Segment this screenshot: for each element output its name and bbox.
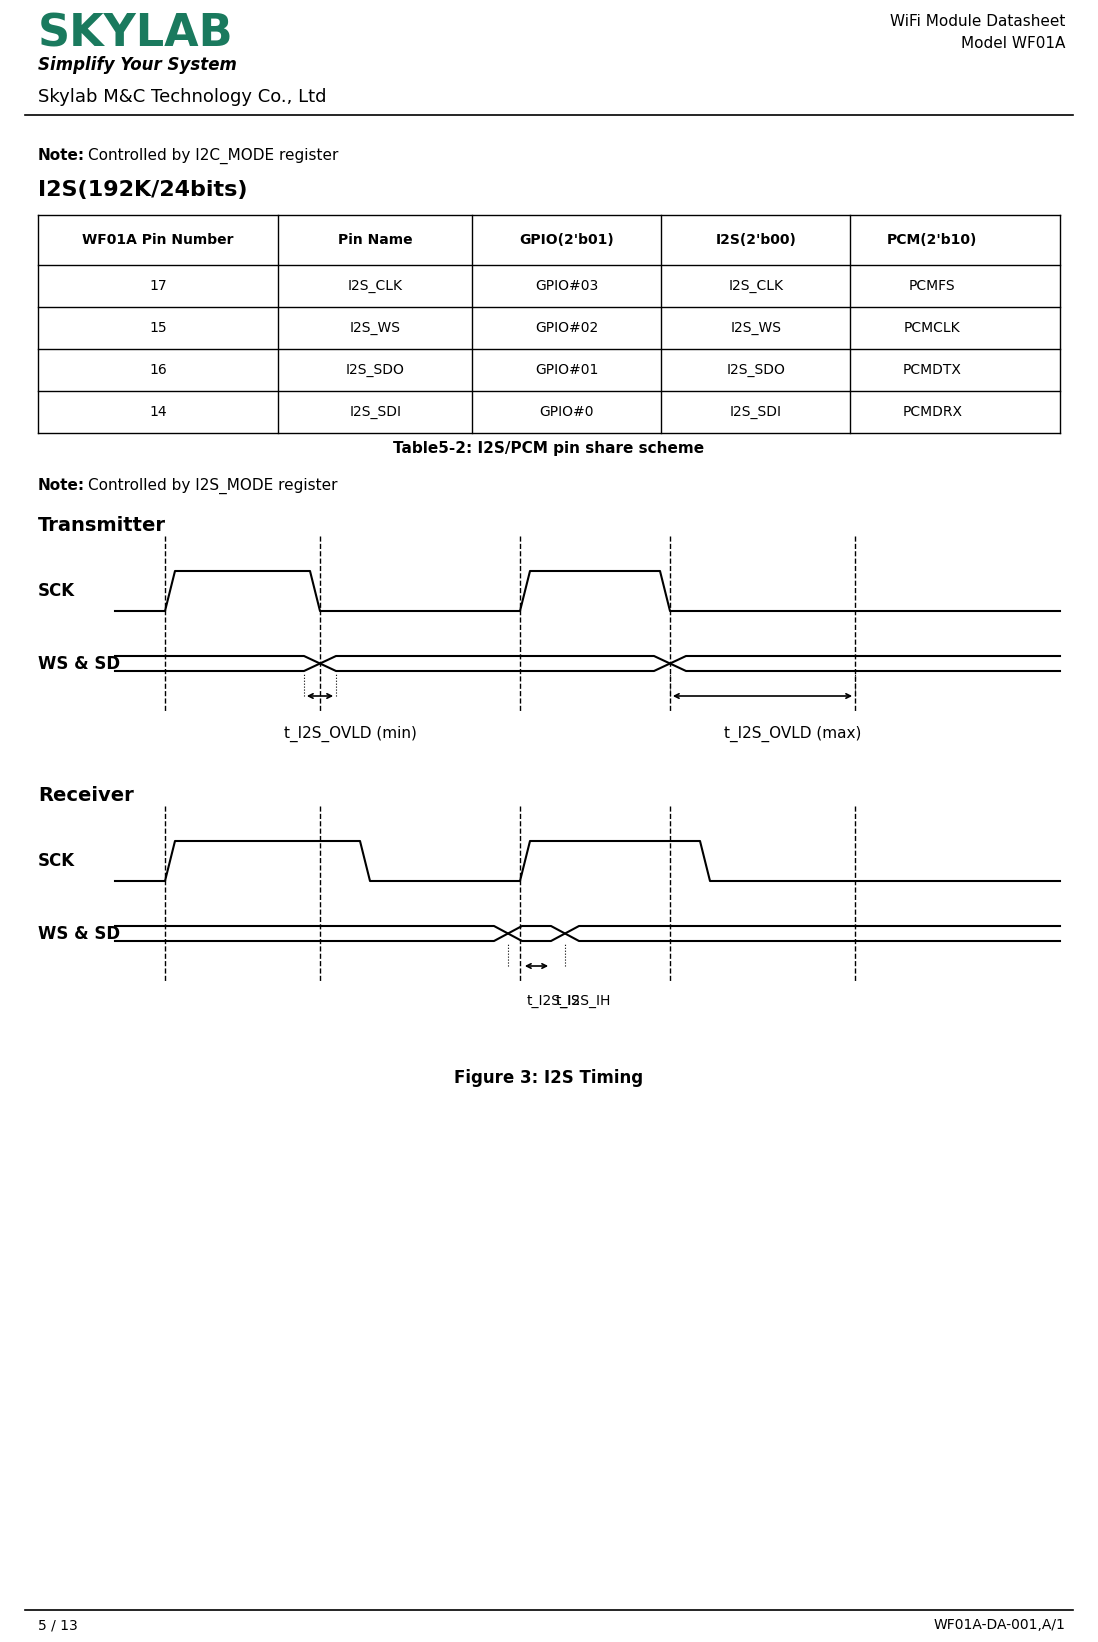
Text: 17: 17 — [149, 279, 167, 292]
Text: Pin Name: Pin Name — [338, 233, 413, 246]
Text: GPIO#03: GPIO#03 — [535, 279, 598, 292]
Text: WF01A-DA-001,A/1: WF01A-DA-001,A/1 — [933, 1617, 1065, 1632]
Text: WF01A Pin Number: WF01A Pin Number — [82, 233, 234, 246]
Text: WS & SD: WS & SD — [38, 924, 120, 943]
Text: t_I2S_IH: t_I2S_IH — [556, 993, 612, 1008]
Text: PCMFS: PCMFS — [909, 279, 955, 292]
Text: Figure 3: I2S Timing: Figure 3: I2S Timing — [455, 1069, 643, 1087]
Text: I2S(2'b00): I2S(2'b00) — [716, 233, 796, 246]
Text: Model WF01A: Model WF01A — [961, 36, 1065, 51]
Text: PCMCLK: PCMCLK — [904, 320, 961, 335]
Text: Controlled by I2C_MODE register: Controlled by I2C_MODE register — [88, 148, 338, 164]
Text: SKYLAB: SKYLAB — [38, 11, 234, 54]
Text: I2S_SDO: I2S_SDO — [346, 363, 405, 378]
Text: Transmitter: Transmitter — [38, 516, 166, 535]
Text: Controlled by I2S_MODE register: Controlled by I2S_MODE register — [88, 478, 337, 494]
Text: t_I2S_IS: t_I2S_IS — [527, 993, 581, 1008]
Text: Simplify Your System: Simplify Your System — [38, 56, 237, 74]
Text: I2S_CLK: I2S_CLK — [728, 279, 784, 292]
Text: WS & SD: WS & SD — [38, 655, 120, 673]
Text: PCM(2'b10): PCM(2'b10) — [887, 233, 977, 246]
Text: GPIO#02: GPIO#02 — [535, 320, 598, 335]
Text: I2S_SDI: I2S_SDI — [349, 406, 401, 419]
Text: t_I2S_OVLD (min): t_I2S_OVLD (min) — [283, 726, 416, 742]
Text: GPIO#01: GPIO#01 — [535, 363, 598, 378]
Text: I2S_SDI: I2S_SDI — [730, 406, 782, 419]
Text: 14: 14 — [149, 406, 167, 419]
Text: I2S_WS: I2S_WS — [730, 320, 782, 335]
Text: I2S_CLK: I2S_CLK — [348, 279, 403, 292]
Text: Skylab M&C Technology Co., Ltd: Skylab M&C Technology Co., Ltd — [38, 89, 326, 107]
Text: PCMDTX: PCMDTX — [903, 363, 962, 378]
Text: Note:: Note: — [38, 478, 86, 493]
Text: SCK: SCK — [38, 581, 75, 599]
Text: t_I2S_OVLD (max): t_I2S_OVLD (max) — [724, 726, 861, 742]
Text: I2S(192K/24bits): I2S(192K/24bits) — [38, 181, 247, 200]
Text: Table5-2: I2S/PCM pin share scheme: Table5-2: I2S/PCM pin share scheme — [393, 442, 705, 456]
Text: GPIO(2'b01): GPIO(2'b01) — [519, 233, 614, 246]
Text: 16: 16 — [149, 363, 167, 378]
Text: I2S_SDO: I2S_SDO — [727, 363, 785, 378]
Text: 15: 15 — [149, 320, 167, 335]
Text: SCK: SCK — [38, 852, 75, 870]
Text: Note:: Note: — [38, 148, 86, 163]
Text: Receiver: Receiver — [38, 787, 134, 805]
Text: WiFi Module Datasheet: WiFi Module Datasheet — [889, 15, 1065, 30]
Text: PCMDRX: PCMDRX — [903, 406, 962, 419]
Text: I2S_WS: I2S_WS — [350, 320, 401, 335]
Text: 5 / 13: 5 / 13 — [38, 1617, 78, 1632]
Text: GPIO#0: GPIO#0 — [539, 406, 594, 419]
